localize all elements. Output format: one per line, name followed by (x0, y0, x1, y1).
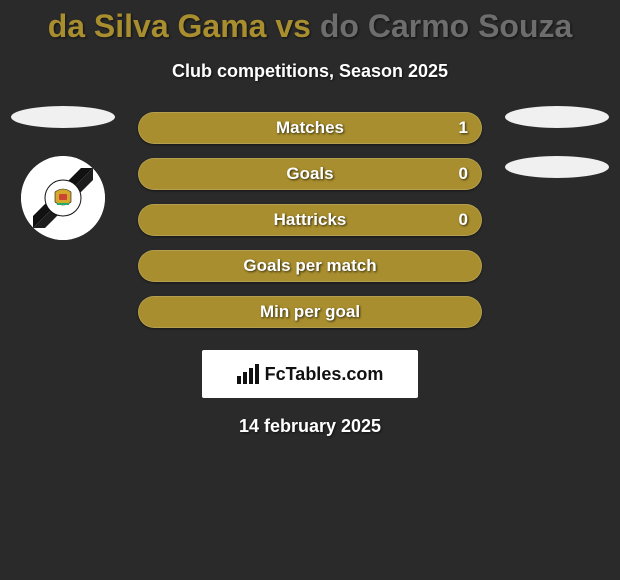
comparison-title: da Silva Gama vs do Carmo Souza (0, 0, 620, 45)
stat-bar: Hattricks 0 (138, 204, 482, 236)
player1-name: da Silva Gama (48, 8, 267, 44)
stat-bars: Matches 1 Goals 0 Hattricks 0 Goals per match M… (138, 112, 482, 328)
stat-right-value: 1 (459, 118, 468, 138)
stat-label: Goals (286, 164, 333, 184)
player2-club-placeholder (505, 156, 609, 178)
stat-bar: Goals 0 (138, 158, 482, 190)
player1-photo-placeholder (11, 106, 115, 128)
vs-separator: vs (266, 8, 319, 44)
stat-right-value: 0 (459, 164, 468, 184)
bars-icon (237, 364, 259, 384)
stats-area: Matches 1 Goals 0 Hattricks 0 Goals per match M… (0, 112, 620, 332)
stat-label: Matches (276, 118, 344, 138)
stat-label: Min per goal (260, 302, 360, 322)
stat-label: Hattricks (274, 210, 347, 230)
branding-box[interactable]: FcTables.com (202, 350, 418, 398)
subtitle: Club competitions, Season 2025 (0, 61, 620, 82)
right-badges-column (502, 106, 612, 206)
stat-bar: Matches 1 (138, 112, 482, 144)
stat-bar: Goals per match (138, 250, 482, 282)
branding-text: FcTables.com (265, 364, 384, 385)
vasco-crest-icon (21, 156, 105, 240)
player2-name: do Carmo Souza (320, 8, 572, 44)
snapshot-date: 14 february 2025 (0, 416, 620, 437)
stat-label: Goals per match (243, 256, 376, 276)
left-badges-column (8, 106, 118, 240)
player2-photo-placeholder (505, 106, 609, 128)
stat-bar: Min per goal (138, 296, 482, 328)
player1-club-crest (21, 156, 105, 240)
stat-right-value: 0 (459, 210, 468, 230)
